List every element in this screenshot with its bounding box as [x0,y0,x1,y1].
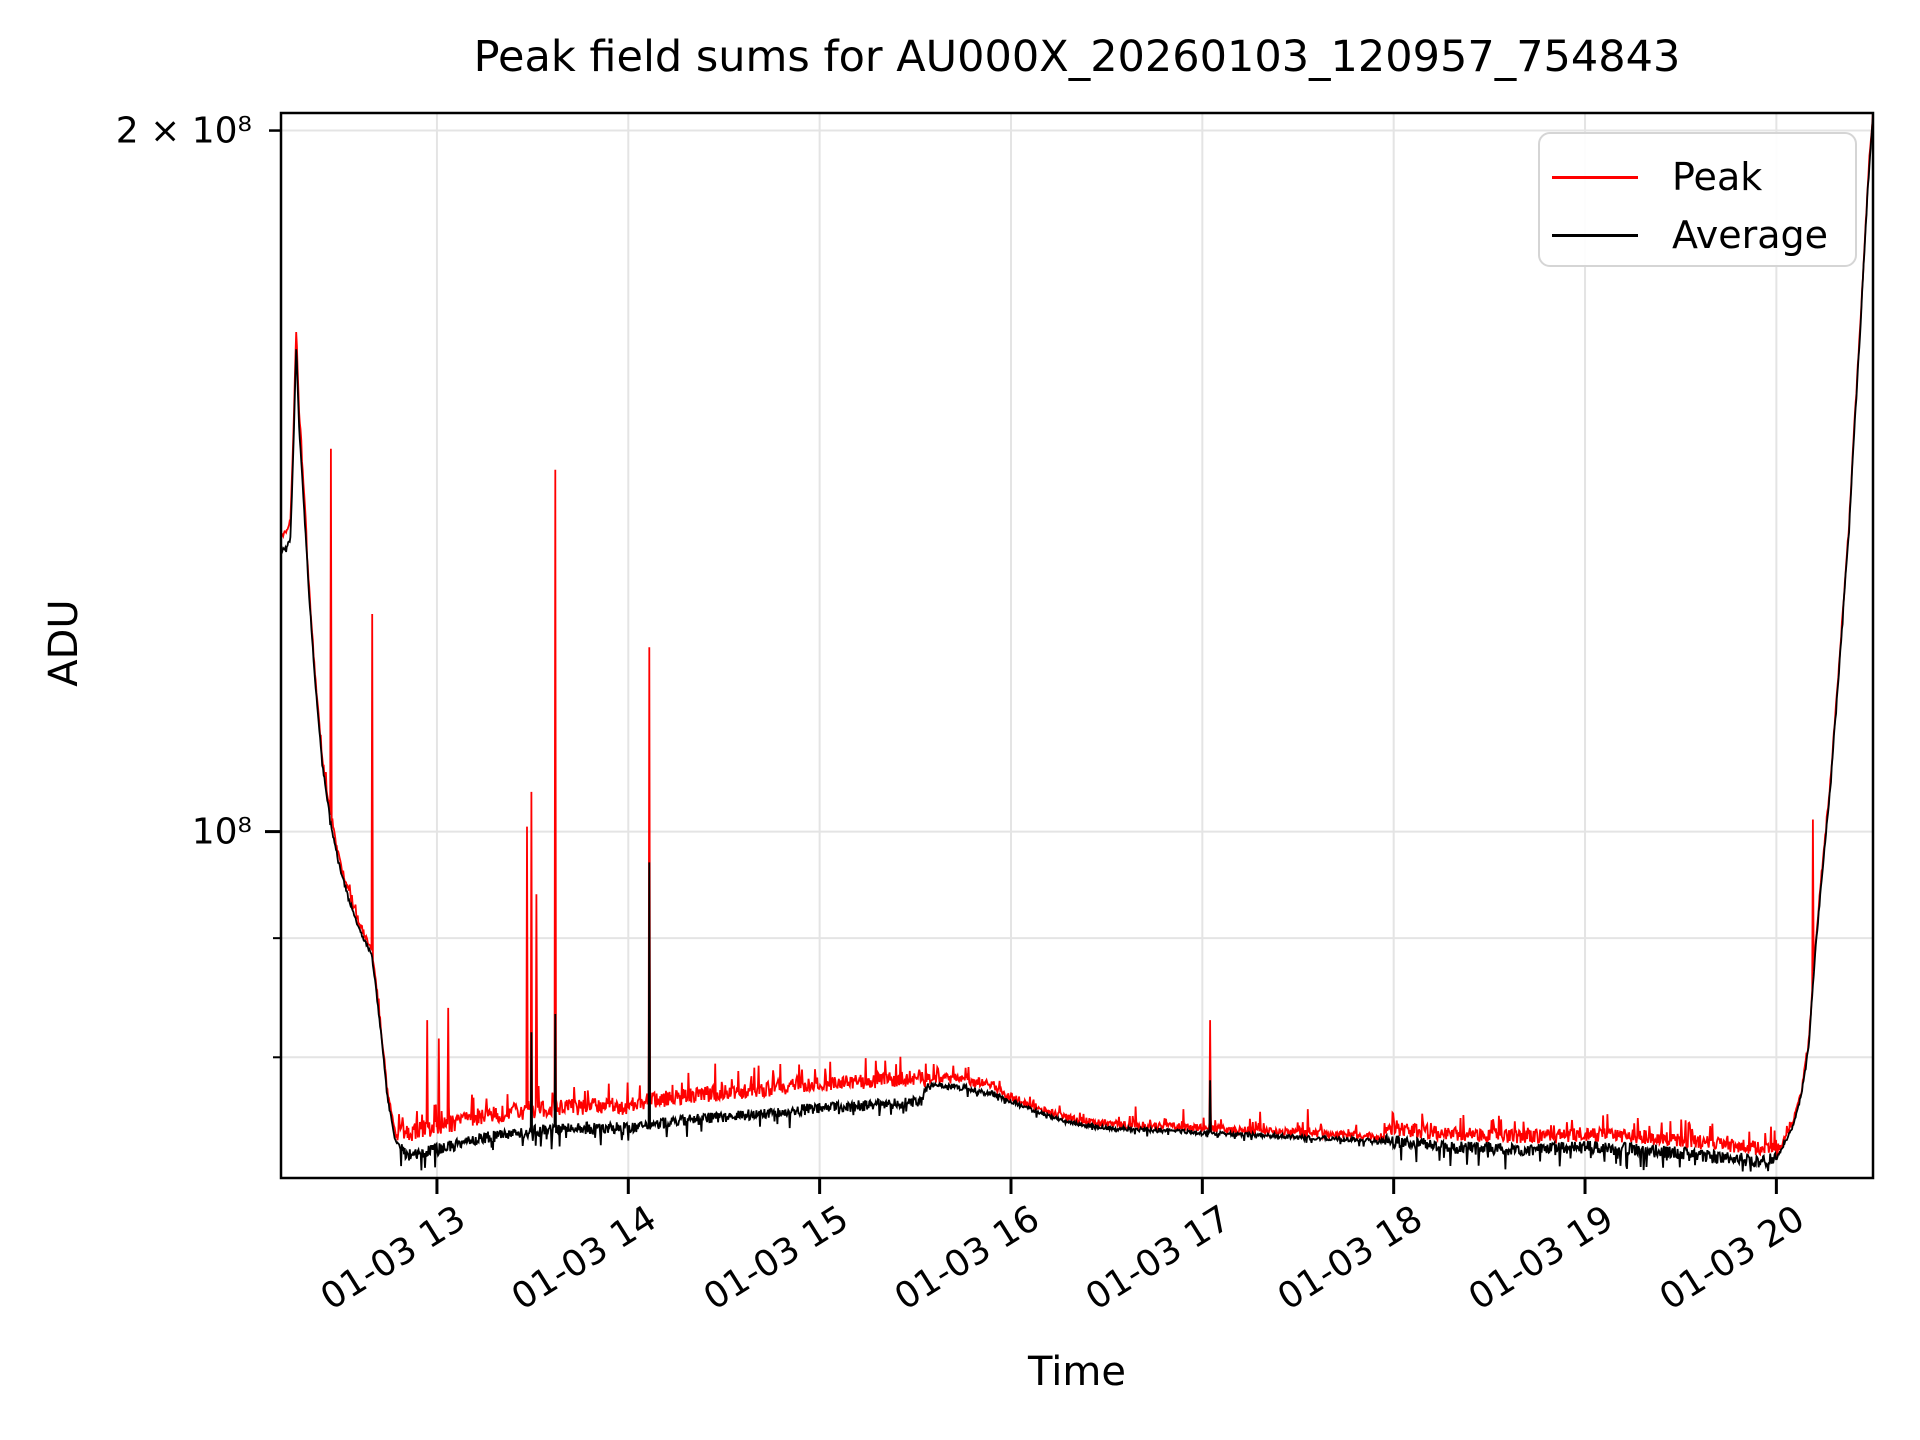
peak-line-swatch [1552,175,1638,179]
legend-item-peak: Peak [1552,148,1835,206]
legend-item-average: Average [1552,206,1835,264]
legend: Peak Average [1538,132,1857,267]
x-axis-label: Time [1028,1349,1126,1395]
y-axis-label: ADU [41,599,87,687]
y-tick-label-1e8: 10⁸ [191,811,252,853]
y-tick-label-2e8: 2 × 10⁸ [115,110,252,152]
chart-title: Peak field sums for AU000X_20260103_1209… [473,32,1681,82]
legend-label-average: Average [1672,213,1829,257]
average-line-swatch [1552,233,1638,237]
legend-label-peak: Peak [1672,155,1763,199]
